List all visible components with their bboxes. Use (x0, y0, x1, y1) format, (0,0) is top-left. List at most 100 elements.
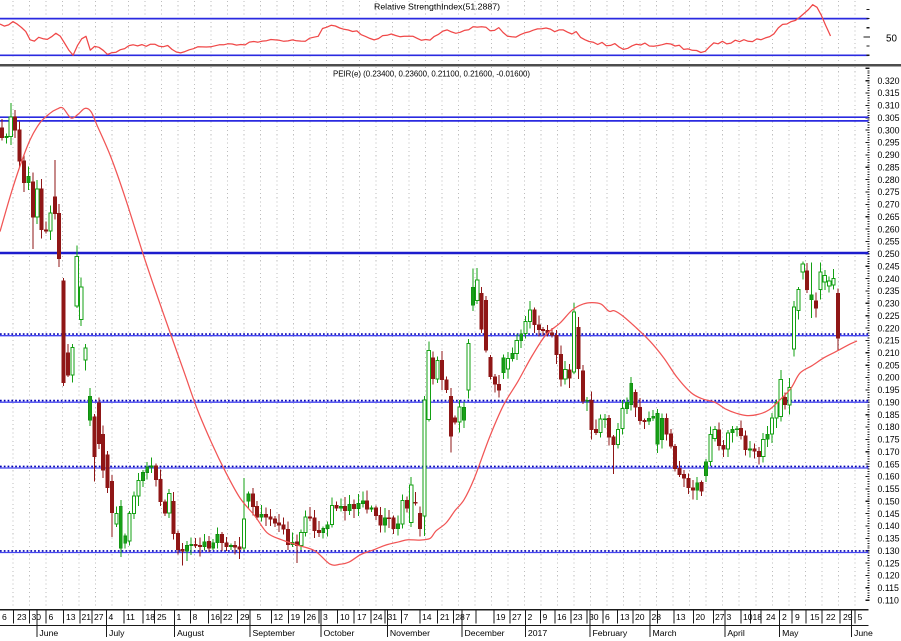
svg-text:23: 23 (17, 612, 27, 622)
svg-text:2017: 2017 (528, 628, 547, 638)
svg-text:7: 7 (466, 612, 471, 622)
svg-text:2: 2 (528, 612, 533, 622)
svg-text:0.230: 0.230 (878, 299, 900, 309)
svg-text:22: 22 (223, 612, 233, 622)
svg-text:50: 50 (886, 34, 897, 45)
svg-text:27: 27 (512, 612, 522, 622)
svg-text:2: 2 (782, 612, 787, 622)
svg-text:16: 16 (557, 612, 567, 622)
svg-text:0.245: 0.245 (878, 261, 900, 271)
svg-text:March: March (653, 628, 677, 638)
svg-text:12: 12 (274, 612, 284, 622)
svg-text:0.270: 0.270 (878, 200, 900, 210)
svg-text:3: 3 (323, 612, 328, 622)
svg-text:PEIR(e) (0.23400, 0.23600, 0.2: PEIR(e) (0.23400, 0.23600, 0.21100, 0.21… (333, 69, 530, 79)
svg-text:0.130: 0.130 (878, 546, 900, 556)
svg-text:20: 20 (696, 612, 706, 622)
svg-text:April: April (727, 628, 744, 638)
svg-text:9: 9 (795, 612, 800, 622)
svg-text:July: July (109, 628, 125, 638)
svg-text:30: 30 (589, 612, 599, 622)
svg-text:18: 18 (146, 612, 156, 622)
svg-text:28: 28 (652, 612, 662, 622)
svg-text:0.220: 0.220 (878, 323, 900, 333)
svg-text:10: 10 (743, 612, 753, 622)
svg-text:5: 5 (257, 612, 262, 622)
svg-text:0.110: 0.110 (878, 595, 899, 605)
svg-text:0.315: 0.315 (878, 88, 900, 98)
svg-text:1: 1 (177, 612, 182, 622)
svg-text:6: 6 (49, 612, 54, 622)
svg-text:8: 8 (193, 612, 198, 622)
svg-text:19: 19 (291, 612, 301, 622)
svg-text:3: 3 (727, 612, 732, 622)
svg-text:0.265: 0.265 (878, 212, 900, 222)
svg-text:October: October (324, 628, 355, 638)
svg-text:23: 23 (573, 612, 583, 622)
svg-text:May: May (782, 628, 799, 638)
svg-text:0.165: 0.165 (878, 459, 900, 469)
svg-text:February: February (593, 628, 628, 638)
svg-text:0.290: 0.290 (878, 150, 900, 160)
svg-text:August: August (177, 628, 205, 638)
svg-text:0.310: 0.310 (878, 101, 900, 111)
svg-text:14: 14 (422, 612, 432, 622)
svg-text:18: 18 (753, 612, 763, 622)
svg-text:0.135: 0.135 (878, 534, 900, 544)
svg-text:26: 26 (307, 612, 317, 622)
svg-text:25: 25 (157, 612, 167, 622)
svg-text:24: 24 (766, 612, 776, 622)
svg-text:0.280: 0.280 (878, 175, 900, 185)
svg-text:0.175: 0.175 (878, 435, 900, 445)
svg-text:0.215: 0.215 (878, 336, 900, 346)
svg-text:0.205: 0.205 (878, 360, 900, 370)
svg-text:0.170: 0.170 (878, 447, 900, 457)
svg-text:0.250: 0.250 (878, 249, 900, 259)
svg-text:28: 28 (455, 612, 465, 622)
svg-text:27: 27 (94, 612, 104, 622)
svg-text:5: 5 (858, 612, 863, 622)
svg-text:Relative StrengthIndex(51.2887: Relative StrengthIndex(51.2887) (374, 2, 500, 12)
svg-text:21: 21 (440, 612, 450, 622)
svg-text:27: 27 (715, 612, 725, 622)
svg-text:16: 16 (211, 612, 221, 622)
svg-text:11: 11 (126, 612, 135, 622)
svg-text:17: 17 (357, 612, 367, 622)
svg-text:September: September (253, 628, 296, 638)
svg-text:0.200: 0.200 (878, 373, 900, 383)
svg-text:13: 13 (620, 612, 630, 622)
svg-text:0.210: 0.210 (878, 348, 900, 358)
svg-text:29: 29 (240, 612, 250, 622)
svg-text:0.115: 0.115 (878, 583, 899, 593)
svg-text:0.160: 0.160 (878, 472, 900, 482)
svg-text:0.225: 0.225 (878, 311, 900, 321)
svg-text:June: June (39, 628, 58, 638)
svg-text:December: December (465, 628, 505, 638)
svg-text:22: 22 (826, 612, 836, 622)
svg-text:24: 24 (373, 612, 383, 622)
svg-text:6: 6 (2, 612, 7, 622)
svg-text:7: 7 (404, 612, 409, 622)
svg-text:0.195: 0.195 (878, 385, 900, 395)
svg-text:4: 4 (109, 612, 114, 622)
svg-text:9: 9 (543, 612, 548, 622)
svg-text:0.120: 0.120 (878, 571, 900, 581)
svg-text:0.255: 0.255 (878, 237, 900, 247)
svg-text:21: 21 (82, 612, 92, 622)
svg-text:20: 20 (635, 612, 645, 622)
svg-text:0.320: 0.320 (878, 76, 900, 86)
svg-text:31: 31 (388, 612, 398, 622)
svg-text:6: 6 (605, 612, 610, 622)
svg-text:0.180: 0.180 (878, 422, 900, 432)
svg-text:0.260: 0.260 (878, 224, 900, 234)
svg-text:0.300: 0.300 (878, 125, 900, 135)
svg-text:0.295: 0.295 (878, 138, 900, 148)
svg-text:0.275: 0.275 (878, 187, 900, 197)
svg-text:29: 29 (843, 612, 853, 622)
svg-text:19: 19 (496, 612, 506, 622)
svg-text:0.190: 0.190 (878, 398, 900, 408)
svg-text:0.150: 0.150 (878, 496, 900, 506)
svg-text:0.285: 0.285 (878, 163, 900, 173)
svg-text:0.125: 0.125 (878, 558, 900, 568)
svg-text:10: 10 (340, 612, 350, 622)
